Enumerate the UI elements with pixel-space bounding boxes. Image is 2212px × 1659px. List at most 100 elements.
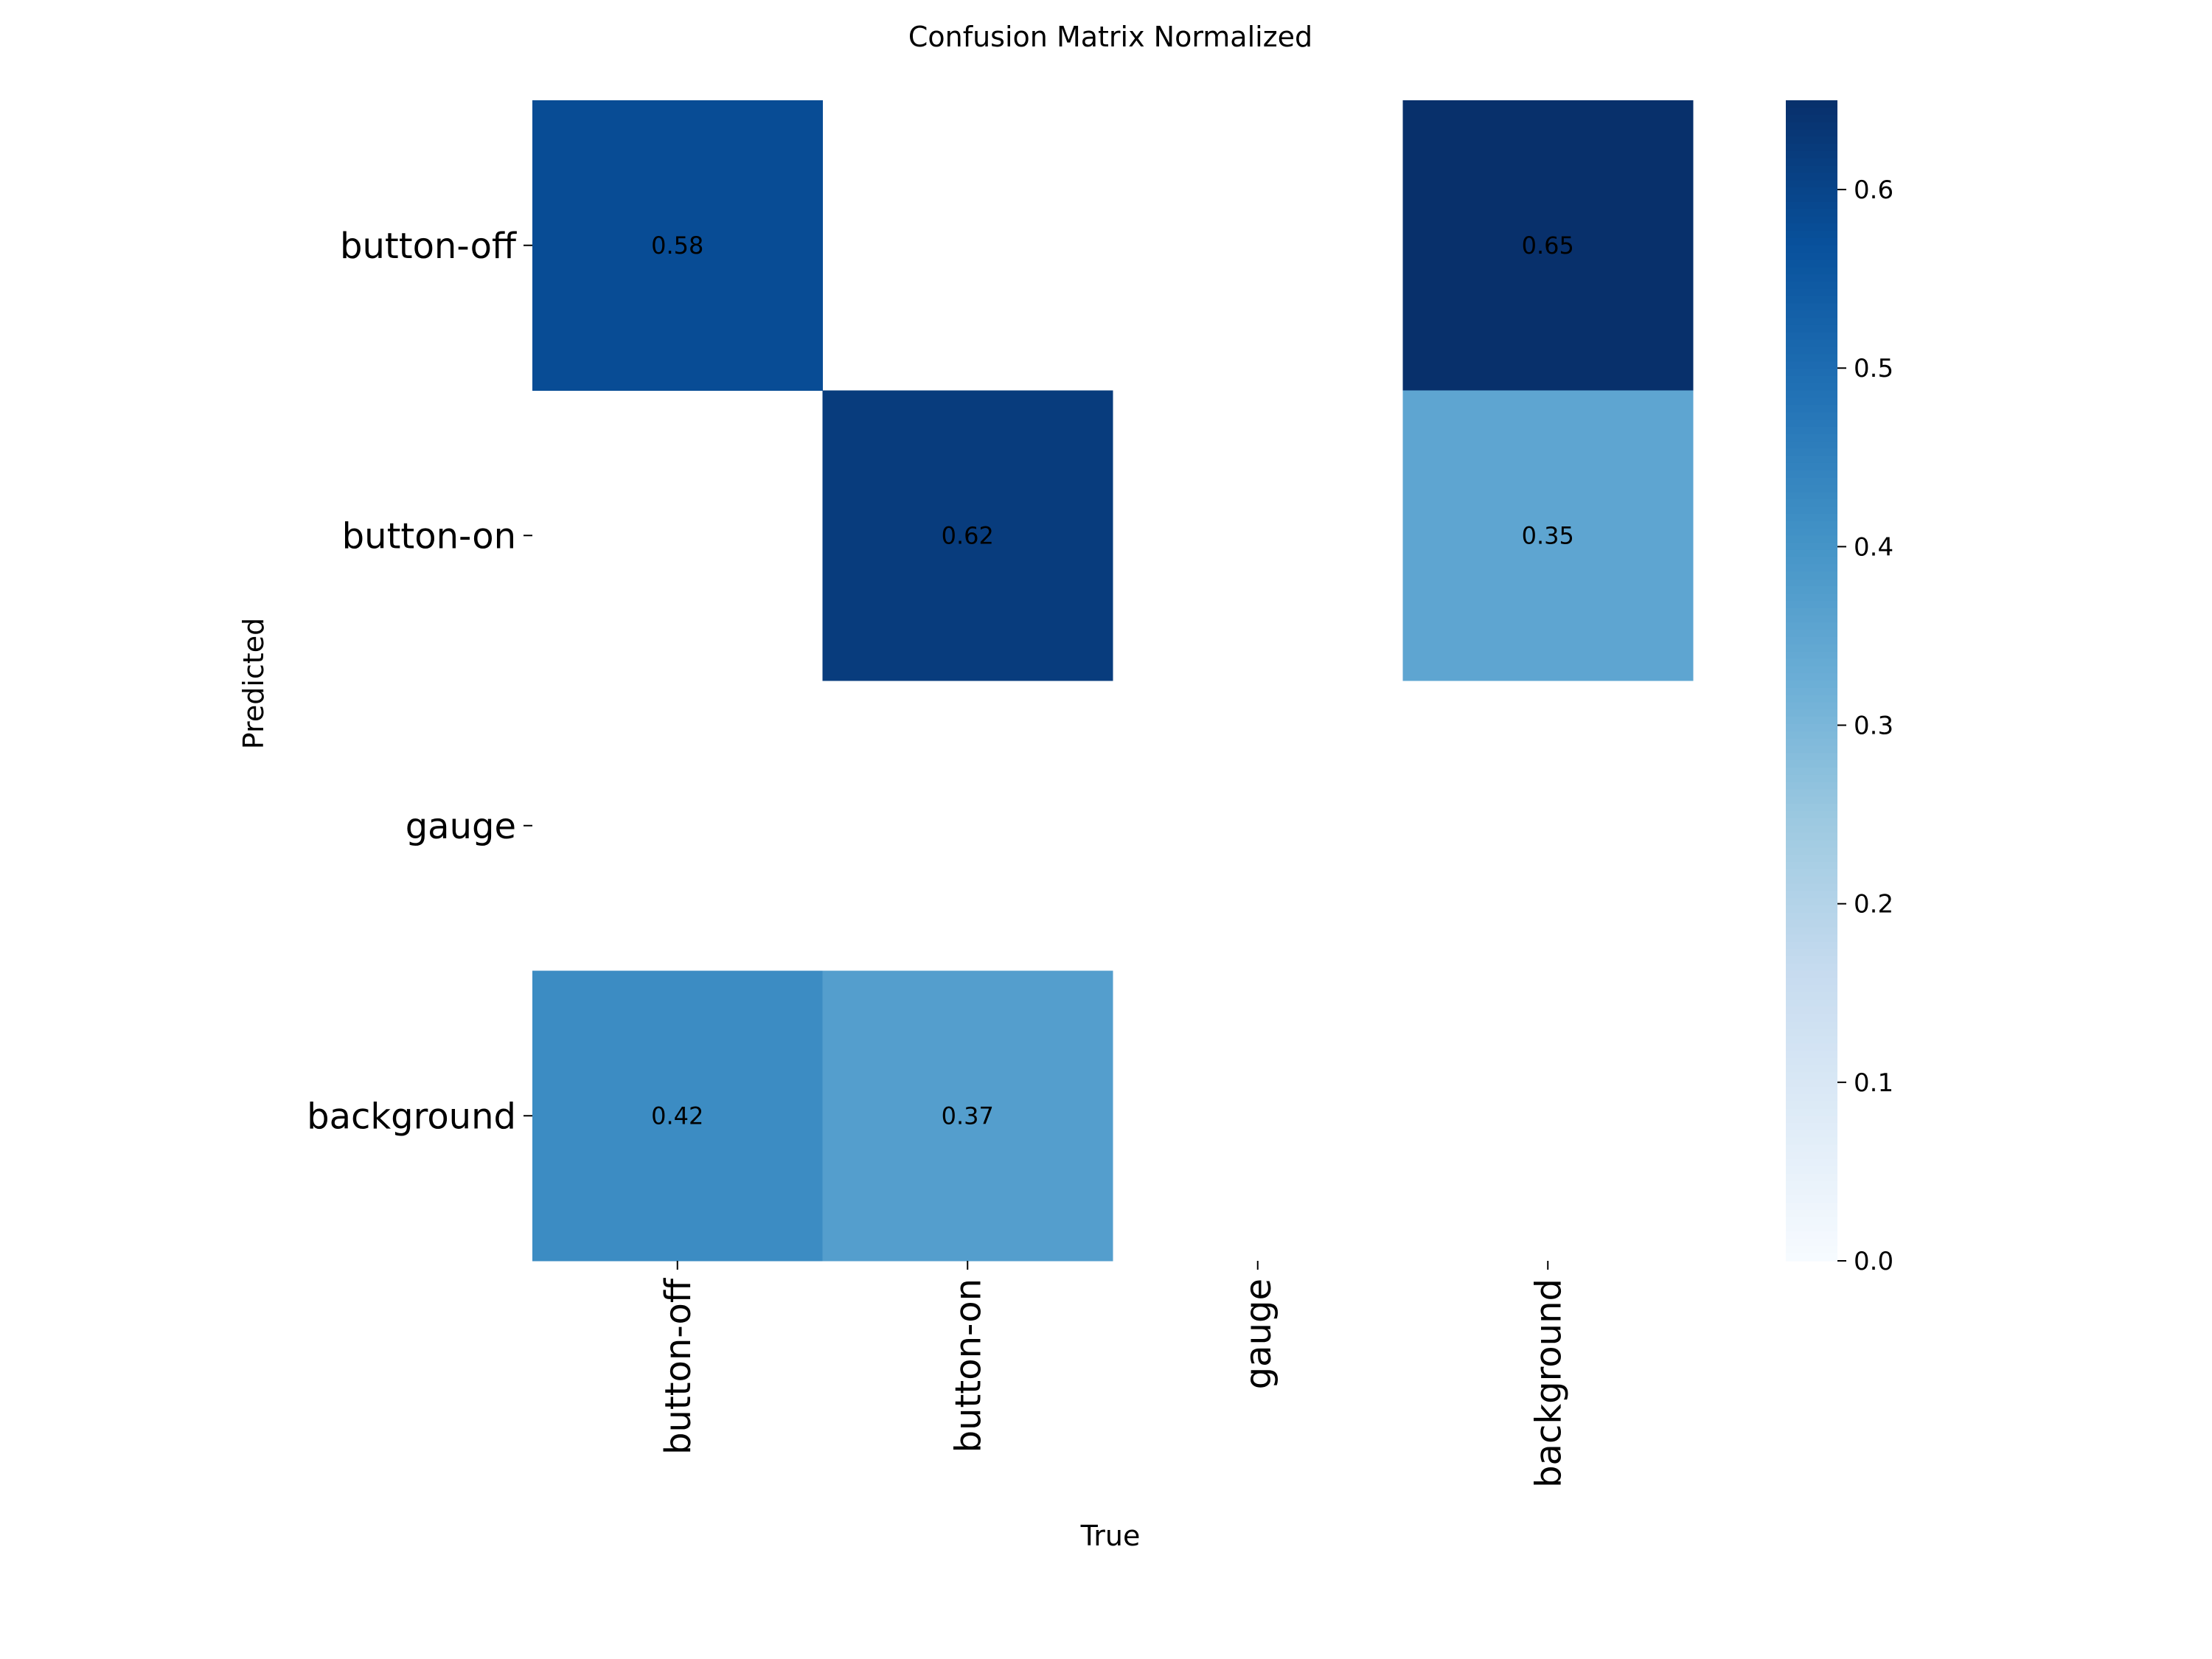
colorbar-segment bbox=[1786, 1029, 1837, 1037]
heatmap-cells: 0.58 0.65 0.62 0.35 0.42 0.37 bbox=[532, 100, 1694, 1262]
chart-title: Confusion Matrix Normalized bbox=[908, 21, 1312, 53]
y-tick-label: button-on bbox=[342, 515, 516, 557]
colorbar-segment bbox=[1786, 426, 1837, 435]
colorbar-segment bbox=[1786, 288, 1837, 297]
colorbar-segment bbox=[1786, 484, 1837, 493]
colorbar-segment bbox=[1786, 107, 1837, 116]
colorbar-segment bbox=[1786, 1195, 1837, 1203]
colorbar-segment bbox=[1786, 1123, 1837, 1131]
colorbar-segment bbox=[1786, 1014, 1837, 1022]
colorbar-segment bbox=[1786, 593, 1837, 602]
colorbar-segment bbox=[1786, 557, 1837, 566]
x-tick-label: button-off bbox=[658, 1278, 699, 1455]
x-axis-label: True bbox=[1080, 1520, 1141, 1552]
colorbar-segment bbox=[1786, 412, 1837, 420]
colorbar-segment bbox=[1786, 375, 1837, 384]
colorbar-segment bbox=[1786, 173, 1837, 181]
colorbar-segment bbox=[1786, 644, 1837, 653]
colorbar-segment bbox=[1786, 876, 1837, 885]
colorbar-segment bbox=[1786, 898, 1837, 906]
colorbar-segment bbox=[1786, 122, 1837, 130]
colorbar-segment bbox=[1786, 477, 1837, 485]
colorbar-tick-label: 0.3 bbox=[1854, 712, 1893, 741]
colorbar-segment bbox=[1786, 717, 1837, 725]
colorbar-segment bbox=[1786, 1203, 1837, 1211]
colorbar-segment bbox=[1786, 1246, 1837, 1254]
colorbar-segment bbox=[1786, 709, 1837, 717]
colorbar-segment bbox=[1786, 441, 1837, 449]
colorbar-segment bbox=[1786, 543, 1837, 551]
colorbar-segment bbox=[1786, 1101, 1837, 1110]
colorbar-tick-label: 0.1 bbox=[1854, 1068, 1893, 1098]
colorbar-segment bbox=[1786, 260, 1837, 268]
colorbar-segment bbox=[1786, 405, 1837, 413]
colorbar-segment bbox=[1786, 245, 1837, 254]
cell-value-label: 0.42 bbox=[651, 1102, 703, 1130]
colorbar-segment bbox=[1786, 237, 1837, 246]
colorbar-segment bbox=[1786, 1159, 1837, 1167]
colorbar-segment bbox=[1786, 1144, 1837, 1153]
colorbar-segment bbox=[1786, 296, 1837, 305]
y-tick-label: button-off bbox=[340, 226, 517, 267]
colorbar-segment bbox=[1786, 687, 1837, 696]
colorbar-segment bbox=[1786, 274, 1837, 282]
colorbar-segment bbox=[1786, 434, 1837, 442]
heatmap-cell bbox=[532, 970, 823, 1262]
colorbar-segment bbox=[1786, 1180, 1837, 1189]
x-axis: button-off button-on gauge background bbox=[658, 1261, 1569, 1488]
colorbar-segment bbox=[1786, 383, 1837, 392]
colorbar-segment bbox=[1786, 731, 1837, 740]
colorbar-segment bbox=[1786, 158, 1837, 167]
colorbar-segment bbox=[1786, 361, 1837, 369]
colorbar-segment bbox=[1786, 774, 1837, 783]
colorbar-segment bbox=[1786, 231, 1837, 239]
colorbar-segment bbox=[1786, 855, 1837, 863]
colorbar-segment bbox=[1786, 1173, 1837, 1182]
colorbar-segment bbox=[1786, 1152, 1837, 1160]
colorbar-segment bbox=[1786, 956, 1837, 964]
colorbar-segment bbox=[1786, 456, 1837, 464]
colorbar: 0.0 0.1 0.2 0.3 0.4 0.5 0.6 bbox=[1786, 100, 1893, 1276]
colorbar-segment bbox=[1786, 1050, 1837, 1059]
colorbar-segment bbox=[1786, 390, 1837, 398]
y-tick-label: gauge bbox=[406, 806, 516, 847]
colorbar-segment bbox=[1786, 397, 1837, 406]
colorbar-segment bbox=[1786, 535, 1837, 543]
colorbar-tick-label: 0.4 bbox=[1854, 532, 1893, 562]
colorbar-segment bbox=[1786, 666, 1837, 674]
colorbar-segment bbox=[1786, 448, 1837, 456]
colorbar-segment bbox=[1786, 368, 1837, 377]
colorbar-segment bbox=[1786, 332, 1837, 341]
colorbar-segment bbox=[1786, 622, 1837, 630]
colorbar-segment bbox=[1786, 579, 1837, 587]
colorbar-segment bbox=[1786, 1224, 1837, 1233]
colorbar-segment bbox=[1786, 905, 1837, 914]
colorbar-segment bbox=[1786, 354, 1837, 362]
colorbar-segment bbox=[1786, 782, 1837, 790]
colorbar-segment bbox=[1786, 847, 1837, 855]
heatmap-cell bbox=[822, 970, 1113, 1262]
colorbar-segment bbox=[1786, 818, 1837, 827]
colorbar-segment bbox=[1786, 549, 1837, 558]
colorbar-segment bbox=[1786, 194, 1837, 203]
colorbar-segment bbox=[1786, 1231, 1837, 1240]
colorbar-segment bbox=[1786, 347, 1837, 355]
colorbar-segment bbox=[1786, 144, 1837, 152]
colorbar-segment bbox=[1786, 760, 1837, 768]
colorbar-segment bbox=[1786, 564, 1837, 573]
colorbar-segment bbox=[1786, 1217, 1837, 1225]
colorbar-tick-label: 0.2 bbox=[1854, 890, 1893, 919]
colorbar-segment bbox=[1786, 267, 1837, 275]
colorbar-segment bbox=[1786, 1036, 1837, 1044]
colorbar-segment bbox=[1786, 1210, 1837, 1218]
colorbar-segment bbox=[1786, 992, 1837, 1001]
colorbar-segment bbox=[1786, 1072, 1837, 1080]
colorbar-segment bbox=[1786, 1137, 1837, 1146]
colorbar-segment bbox=[1786, 100, 1837, 108]
colorbar-segment bbox=[1786, 1021, 1837, 1029]
x-tick-label: button-on bbox=[947, 1279, 989, 1453]
colorbar-segment bbox=[1786, 324, 1837, 333]
colorbar-segment bbox=[1786, 796, 1837, 804]
colorbar-segment bbox=[1786, 738, 1837, 747]
